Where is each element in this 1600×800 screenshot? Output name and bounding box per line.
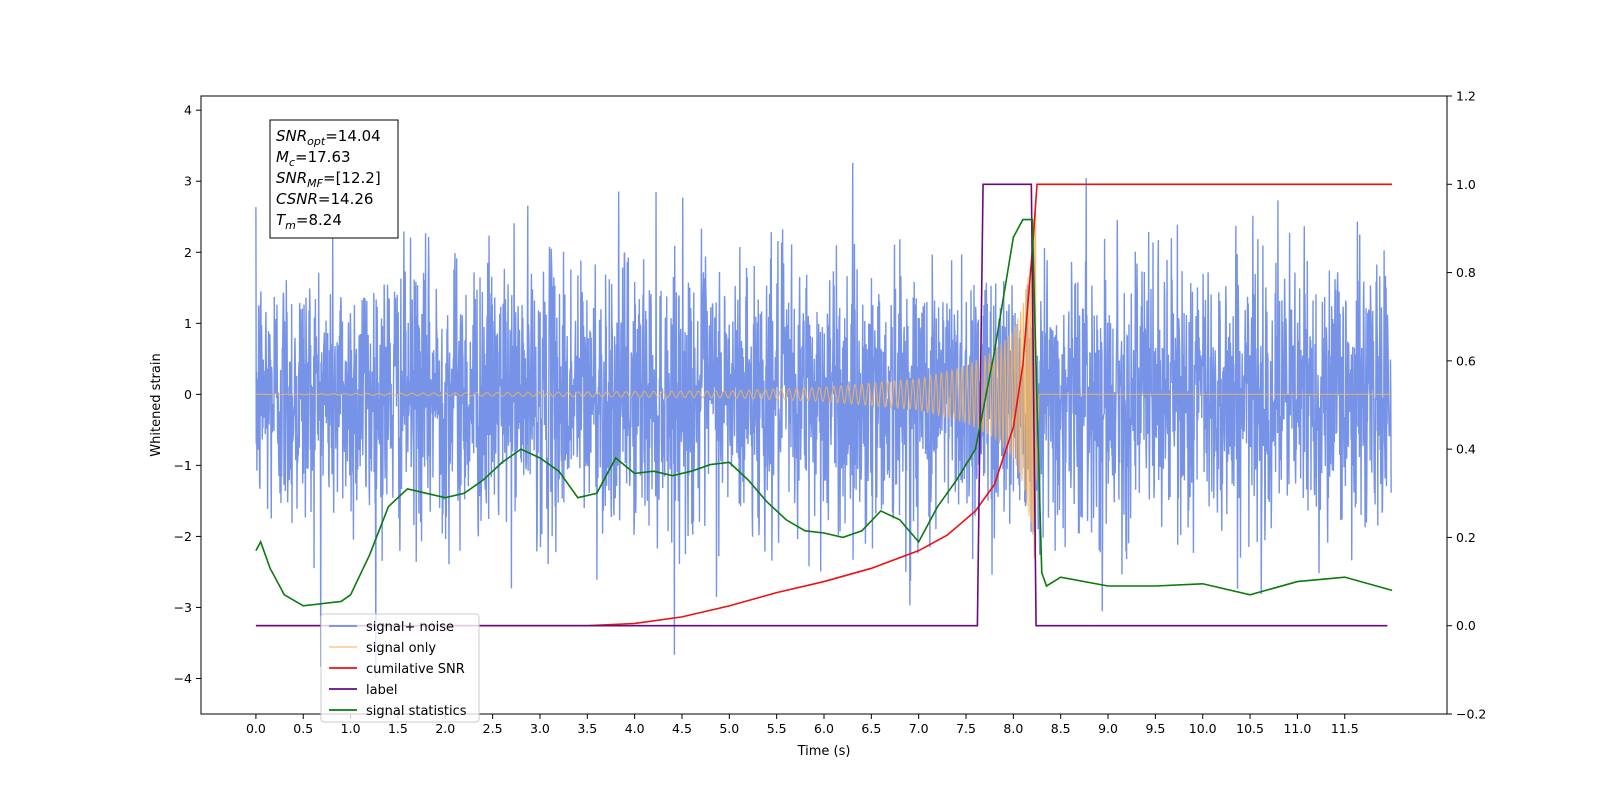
legend-entry: signal statistics bbox=[366, 704, 467, 719]
y-tick-label: −4 bbox=[174, 671, 192, 686]
legend: signal+ noise signal only cumilative SNR la… bbox=[320, 613, 480, 723]
annotation-value: =8.24 bbox=[296, 211, 342, 229]
y2-tick-label: 1.0 bbox=[1456, 177, 1476, 192]
annotation-subscript: MF bbox=[307, 177, 323, 190]
y-axis-label: Whitened strain bbox=[149, 353, 164, 456]
x-tick-label: 8.0 bbox=[1003, 721, 1023, 736]
series-signal-statistics bbox=[255, 218, 1393, 607]
x-axis: 0.0 0.5 1.0 1.5 2.0 2.5 3.0 3.5 4.0 4.5 5.0 5.5 6.0 6… bbox=[246, 714, 1359, 736]
annotation-subscript: c bbox=[289, 156, 295, 169]
x-axis-label: Time (s) bbox=[797, 744, 851, 759]
x-tick-label: 7.0 bbox=[909, 721, 929, 736]
x-tick-label: 6.5 bbox=[861, 721, 881, 736]
annotation-line: SNRMF=[12.2] bbox=[276, 169, 381, 190]
parameter-annotation-box: SNRopt=14.04Mc=17.63SNRMF=[12.2]CSNR=14.… bbox=[269, 119, 399, 239]
annotation-value: =17.63 bbox=[295, 148, 351, 166]
y2-tick-label: 0.2 bbox=[1456, 530, 1476, 545]
signal-statistics-line bbox=[255, 218, 1393, 607]
x-tick-label: 2.5 bbox=[483, 721, 503, 736]
x-tick-label: 4.5 bbox=[672, 721, 692, 736]
x-tick-label: 11.5 bbox=[1331, 721, 1359, 736]
annotation-symbol: CSNR bbox=[276, 190, 318, 208]
x-tick-label: 4.0 bbox=[625, 721, 645, 736]
y2-tick-label: 1.2 bbox=[1456, 89, 1476, 104]
annotation-subscript: m bbox=[285, 219, 296, 232]
x-tick-label: 9.5 bbox=[1145, 721, 1165, 736]
series-label bbox=[255, 183, 1388, 627]
label-line bbox=[255, 183, 1388, 627]
annotation-line: CSNR=14.26 bbox=[276, 190, 373, 208]
annotation-value: =14.26 bbox=[318, 190, 374, 208]
y2-tick-label: 0.4 bbox=[1456, 442, 1476, 457]
x-tick-label: 7.5 bbox=[956, 721, 976, 736]
x-tick-label: 0.5 bbox=[293, 721, 313, 736]
legend-entry: signal only bbox=[366, 641, 436, 656]
y2-tick-label: 0.6 bbox=[1456, 353, 1476, 368]
legend-entry: signal+ noise bbox=[366, 620, 454, 635]
y-tick-label: 0 bbox=[184, 387, 192, 402]
x-tick-label: 1.5 bbox=[388, 721, 408, 736]
annotation-line: Tm=8.24 bbox=[276, 211, 342, 232]
x-tick-label: 9.0 bbox=[1098, 721, 1118, 736]
y-tick-label: 1 bbox=[184, 316, 192, 331]
x-tick-label: 3.0 bbox=[530, 721, 550, 736]
y-tick-label: 4 bbox=[184, 103, 192, 118]
series-signal-only bbox=[255, 211, 1393, 561]
x-tick-label: 10.5 bbox=[1236, 721, 1264, 736]
series-signal-noise bbox=[255, 162, 1392, 678]
annotation-symbol: T bbox=[276, 211, 287, 229]
annotation-symbol: M bbox=[276, 148, 289, 166]
annotation-symbol: SNR bbox=[276, 169, 307, 187]
annotation-subscript: opt bbox=[307, 135, 326, 148]
annotation-value: =14.04 bbox=[325, 127, 381, 145]
x-tick-label: 10.0 bbox=[1189, 721, 1217, 736]
legend-entry: label bbox=[366, 683, 397, 698]
annotation-line: SNRopt=14.04 bbox=[276, 127, 381, 148]
annotation-value: =[12.2] bbox=[323, 169, 381, 187]
y-axis-left: −4 −3 −2 −1 0 1 2 3 4 bbox=[174, 103, 201, 686]
x-tick-label: 8.5 bbox=[1051, 721, 1071, 736]
x-tick-label: 3.5 bbox=[577, 721, 597, 736]
y-tick-label: −1 bbox=[174, 458, 192, 473]
x-tick-label: 0.0 bbox=[246, 721, 266, 736]
y-tick-label: −2 bbox=[174, 529, 192, 544]
x-tick-label: 5.0 bbox=[719, 721, 739, 736]
annotation-line: Mc=17.63 bbox=[276, 148, 351, 169]
y-tick-label: 2 bbox=[184, 245, 192, 260]
signal-only-line bbox=[255, 211, 1393, 561]
y2-tick-label: −0.2 bbox=[1456, 707, 1486, 722]
legend-entry: cumilative SNR bbox=[366, 662, 465, 677]
x-tick-label: 1.0 bbox=[341, 721, 361, 736]
x-tick-label: 5.5 bbox=[767, 721, 787, 736]
legend-frame bbox=[320, 613, 480, 723]
y2-tick-label: 0.8 bbox=[1456, 265, 1476, 280]
signal-noise-line bbox=[255, 162, 1392, 678]
y-axis-right: −0.2 0.0 0.2 0.4 0.6 0.8 1.0 1.2 bbox=[1447, 89, 1486, 722]
plot-area bbox=[255, 162, 1393, 678]
x-tick-label: 2.0 bbox=[435, 721, 455, 736]
annotation-symbol: SNR bbox=[276, 127, 307, 145]
annotation-frame bbox=[269, 119, 399, 239]
y-tick-label: −3 bbox=[174, 600, 192, 615]
y2-tick-label: 0.0 bbox=[1456, 618, 1476, 633]
x-tick-label: 6.0 bbox=[814, 721, 834, 736]
x-tick-label: 11.0 bbox=[1283, 721, 1311, 736]
y-tick-label: 3 bbox=[184, 174, 192, 189]
